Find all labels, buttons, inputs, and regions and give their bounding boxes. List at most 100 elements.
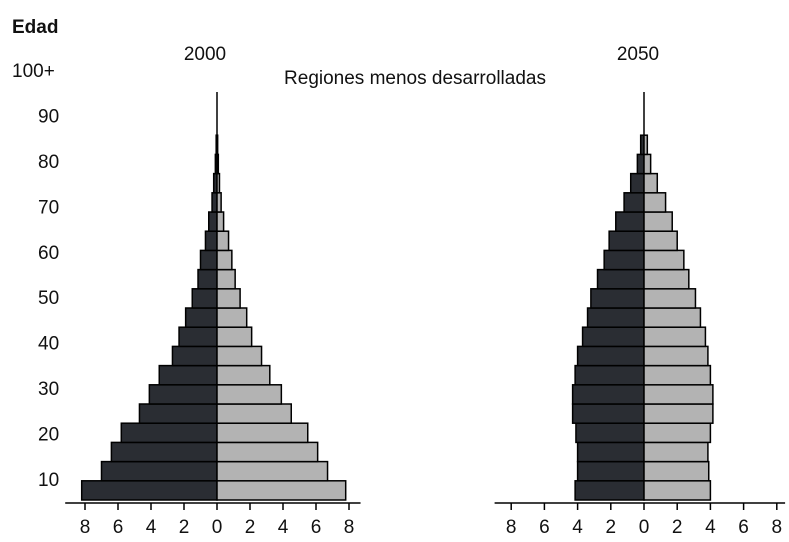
bar [643, 230, 678, 252]
bar [216, 268, 236, 290]
x-tick-label: 6 [539, 517, 550, 538]
y-tick-label: 20 [38, 425, 59, 446]
y-tick-label: 60 [38, 243, 59, 264]
bar [216, 403, 292, 424]
bar [575, 422, 645, 444]
bar [643, 460, 710, 482]
x-tick-label: 4 [278, 517, 289, 538]
bar [643, 288, 697, 309]
x-tick-label: 0 [639, 517, 650, 538]
bar [216, 326, 253, 348]
bar [216, 384, 283, 405]
bar [216, 134, 219, 156]
bar [110, 441, 218, 463]
y-tick-label: 40 [38, 334, 59, 355]
x-tick-label: 8 [506, 517, 517, 538]
bar [643, 403, 714, 424]
bar [120, 422, 218, 444]
bar [158, 364, 218, 386]
x-tick-label: 2 [606, 517, 617, 538]
y-tick-label: 30 [38, 379, 59, 400]
bar [615, 211, 645, 232]
bar [216, 364, 271, 386]
bar [643, 326, 707, 348]
y-tick-label: 50 [38, 288, 59, 309]
x-tick-label: 6 [113, 517, 124, 538]
x-tick-label: 6 [738, 517, 749, 538]
x-tick-label: 2 [179, 517, 190, 538]
bar [608, 230, 645, 252]
bar [643, 384, 714, 405]
bar [576, 345, 645, 367]
y-tick-label: 10 [38, 470, 59, 491]
bar [216, 230, 230, 252]
chart-subtitle: Regiones menos desarrolladas [284, 68, 546, 89]
bar [643, 345, 709, 367]
y-tick-label: 100+ [12, 61, 55, 82]
bar [197, 268, 218, 290]
x-tick-label: 8 [344, 517, 355, 538]
bar [216, 211, 225, 232]
bar [216, 422, 309, 444]
bar [571, 384, 645, 405]
x-tick-label: 4 [146, 517, 157, 538]
y-tick-label: 80 [38, 152, 59, 173]
x-tick-label: 4 [705, 517, 716, 538]
y-axis-label: Edad [12, 17, 58, 38]
bar [178, 326, 218, 348]
bar [629, 172, 645, 194]
bar [80, 480, 218, 501]
bar [171, 345, 218, 367]
x-tick-label: 4 [572, 517, 583, 538]
bar [643, 134, 649, 156]
bar [216, 345, 263, 367]
bar [216, 480, 347, 501]
bar [216, 249, 233, 271]
x-tick-label: 6 [311, 517, 322, 538]
x-tick-label: 8 [80, 517, 91, 538]
bar [216, 172, 221, 194]
bar [586, 307, 645, 328]
bar [138, 403, 218, 424]
bar [216, 460, 329, 482]
bar [643, 422, 712, 444]
bar [571, 403, 645, 424]
bar [636, 153, 645, 175]
x-tick-label: 2 [672, 517, 683, 538]
bar [576, 460, 645, 482]
panel-title: 2050 [617, 44, 659, 65]
bar [596, 268, 645, 290]
panel-title: 2000 [184, 44, 226, 65]
bar [208, 211, 218, 232]
bar [603, 249, 645, 271]
bar [590, 288, 645, 309]
bar [574, 480, 645, 501]
bar [216, 288, 241, 309]
bar [643, 307, 702, 328]
bar [581, 326, 645, 348]
bar [216, 307, 248, 328]
bar [148, 384, 218, 405]
bar [643, 268, 690, 290]
bar [643, 480, 712, 501]
bar [204, 230, 218, 252]
bar [643, 364, 712, 386]
y-tick-label: 90 [38, 106, 59, 127]
x-tick-label: 2 [245, 517, 256, 538]
bar [643, 249, 685, 271]
bar [216, 153, 220, 175]
bar [100, 460, 218, 482]
bar [191, 288, 218, 309]
bar [576, 441, 645, 463]
bar [216, 441, 319, 463]
x-tick-label: 8 [772, 517, 783, 538]
y-tick-label: 70 [38, 197, 59, 218]
bar [643, 153, 652, 175]
bar [623, 192, 645, 213]
bar [199, 249, 218, 271]
bar [643, 172, 659, 194]
bar [643, 192, 667, 213]
bar [643, 441, 709, 463]
bar [643, 211, 673, 232]
